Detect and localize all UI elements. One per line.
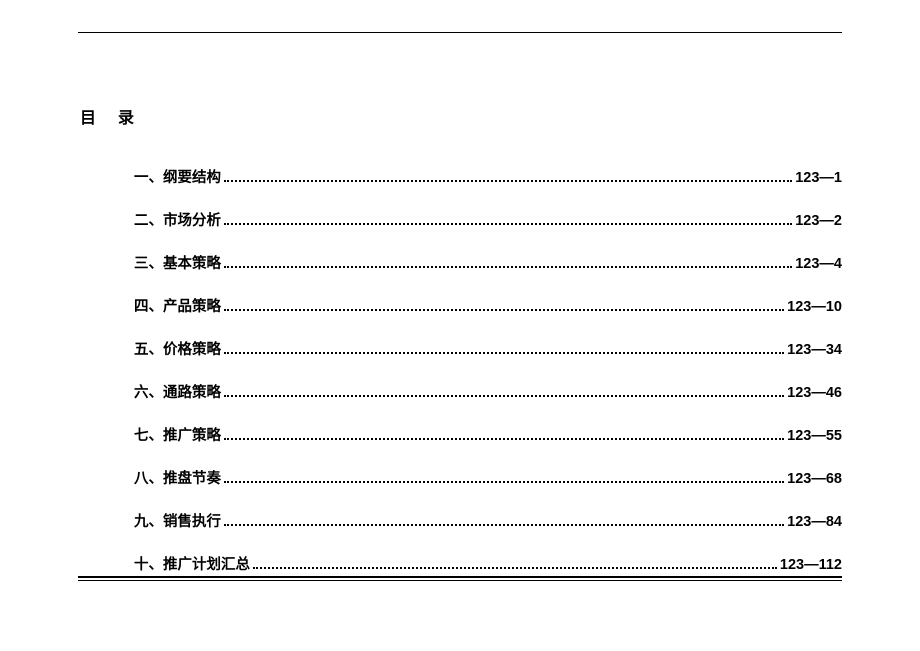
toc-entry-label: 九、销售执行 <box>134 510 221 531</box>
toc-list: 一、纲要结构 123—1 二、市场分析 123—2 三、基本策略 123—4 四… <box>134 166 842 596</box>
toc-entry-label: 四、产品策略 <box>134 295 221 316</box>
toc-entry-label: 一、纲要结构 <box>134 166 221 187</box>
toc-leader <box>224 180 792 182</box>
toc-entry-page: 123—112 <box>780 557 842 573</box>
toc-leader <box>224 266 792 268</box>
toc-leader <box>224 438 784 440</box>
toc-entry: 八、推盘节奏 123—68 <box>134 467 842 488</box>
toc-entry: 七、推广策略 123—55 <box>134 424 842 445</box>
toc-entry-page: 123—55 <box>787 428 842 444</box>
bottom-double-rule <box>78 576 842 581</box>
toc-entry: 三、基本策略 123—4 <box>134 252 842 273</box>
toc-entry: 六、通路策略 123—46 <box>134 381 842 402</box>
toc-entry-label: 三、基本策略 <box>134 252 221 273</box>
toc-entry-page: 123—1 <box>795 170 842 186</box>
toc-entry-page: 123—2 <box>795 213 842 229</box>
toc-entry: 一、纲要结构 123—1 <box>134 166 842 187</box>
toc-entry: 二、市场分析 123—2 <box>134 209 842 230</box>
toc-entry-page: 123—4 <box>795 256 842 272</box>
toc-entry-page: 123—34 <box>787 342 842 358</box>
toc-entry: 九、销售执行 123—84 <box>134 510 842 531</box>
toc-entry: 四、产品策略 123—10 <box>134 295 842 316</box>
toc-entry-page: 123—46 <box>787 385 842 401</box>
toc-entry-label: 六、通路策略 <box>134 381 221 402</box>
toc-entry-page: 123—68 <box>787 471 842 487</box>
toc-entry-label: 八、推盘节奏 <box>134 467 221 488</box>
toc-leader <box>224 309 784 311</box>
toc-entry-page: 123—10 <box>787 299 842 315</box>
toc-leader <box>224 223 792 225</box>
toc-leader <box>224 352 784 354</box>
toc-entry-label: 二、市场分析 <box>134 209 221 230</box>
toc-leader <box>224 395 784 397</box>
toc-title: 目录 <box>80 104 156 128</box>
toc-leader <box>253 567 777 569</box>
top-horizontal-rule <box>78 32 842 33</box>
toc-entry-label: 七、推广策略 <box>134 424 221 445</box>
toc-leader <box>224 481 784 483</box>
toc-entry-label: 十、推广计划汇总 <box>134 553 250 574</box>
toc-leader <box>224 524 784 526</box>
toc-entry: 五、价格策略 123—34 <box>134 338 842 359</box>
toc-entry-label: 五、价格策略 <box>134 338 221 359</box>
toc-entry-page: 123—84 <box>787 514 842 530</box>
toc-entry: 十、推广计划汇总 123—112 <box>134 553 842 574</box>
